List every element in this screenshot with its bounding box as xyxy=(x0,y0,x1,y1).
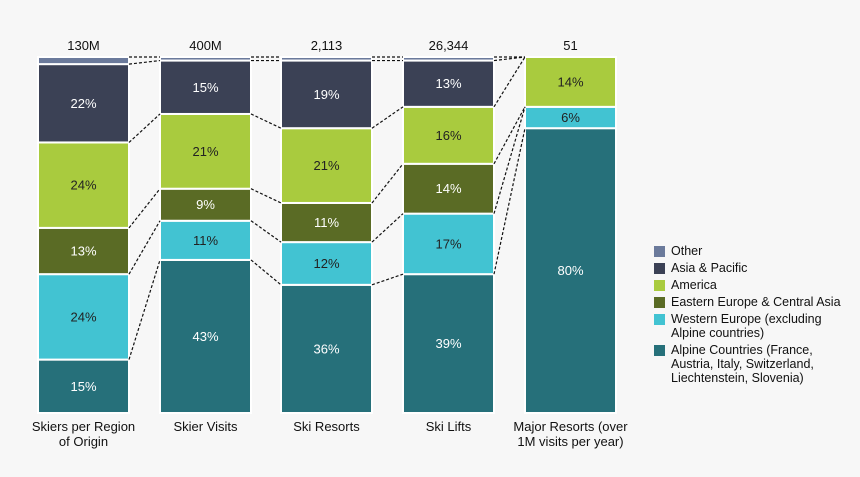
bar-segment xyxy=(402,59,495,108)
bar-segment xyxy=(280,283,373,414)
legend-swatch xyxy=(654,297,665,308)
bar-segment xyxy=(402,212,495,276)
data-label: 43% xyxy=(192,329,218,344)
bar-segment xyxy=(402,105,495,165)
legend-item: Asia & Pacific xyxy=(654,261,846,275)
data-label: 13% xyxy=(70,244,96,259)
connector-line xyxy=(493,128,526,275)
bar-segment xyxy=(402,273,495,414)
bar-segment xyxy=(37,63,130,144)
data-label: 24% xyxy=(70,178,96,193)
bar-segment xyxy=(159,219,252,261)
bar-segment xyxy=(159,258,252,415)
legend-swatch xyxy=(654,246,665,257)
data-label: 11% xyxy=(314,215,339,230)
connector-line xyxy=(128,188,161,229)
connector-line xyxy=(493,56,526,108)
bar-segment xyxy=(37,358,130,415)
bar-segment xyxy=(402,56,495,62)
legend-swatch xyxy=(654,280,665,291)
bar-segment xyxy=(280,241,373,286)
total-label: 400M xyxy=(189,38,222,53)
connector-line xyxy=(128,259,161,360)
total-label: 26,344 xyxy=(429,38,469,53)
bar-segment xyxy=(402,162,495,215)
bar-segment xyxy=(280,56,373,62)
data-label: 6% xyxy=(561,110,580,125)
connector-line xyxy=(250,220,282,243)
category-label: Skier Visits xyxy=(173,419,238,434)
data-label: 11% xyxy=(193,233,218,248)
connector-line xyxy=(128,113,161,143)
connector-line xyxy=(250,113,282,129)
data-label: 36% xyxy=(313,341,339,356)
data-label: 22% xyxy=(70,96,96,111)
connector-line xyxy=(371,163,404,204)
bar-segment xyxy=(37,56,130,66)
legend-item: Alpine Countries (France, Austria, Italy… xyxy=(654,343,846,385)
connector-line xyxy=(493,106,526,214)
legend-swatch xyxy=(654,314,665,325)
legend: Other Asia & Pacific America Eastern Europe… xyxy=(654,244,846,388)
connector-line xyxy=(493,106,526,165)
bar-segment xyxy=(159,187,252,222)
legend-item: Western Europe (excluding Alpine countri… xyxy=(654,312,846,340)
data-label: 15% xyxy=(70,379,96,394)
legend-label: Eastern Europe & Central Asia xyxy=(671,295,841,309)
bar-segment xyxy=(159,59,252,115)
data-label: 13% xyxy=(435,76,461,91)
data-label: 15% xyxy=(192,80,218,95)
connector-line xyxy=(250,188,282,204)
legend-swatch xyxy=(654,345,665,356)
data-label: 19% xyxy=(313,87,339,102)
legend-label: Alpine Countries (France, Austria, Italy… xyxy=(671,343,814,385)
legend-item: Eastern Europe & Central Asia xyxy=(654,295,846,309)
bar-segment xyxy=(524,56,617,108)
data-label: 24% xyxy=(70,309,96,324)
data-label: 39% xyxy=(435,336,461,351)
data-label: 9% xyxy=(196,197,215,212)
data-label: 21% xyxy=(192,144,218,159)
bar-segment xyxy=(280,59,373,130)
connector-line xyxy=(128,220,161,275)
bar-segment xyxy=(37,273,130,361)
data-label: 14% xyxy=(435,181,461,196)
legend-item: America xyxy=(654,278,846,292)
legend-label: Other xyxy=(671,244,703,258)
total-label: 2,113 xyxy=(311,38,343,53)
bar-segment xyxy=(280,201,373,244)
connector-line xyxy=(128,59,161,65)
category-label: Skiers per Region of Origin xyxy=(31,419,136,449)
data-label: 16% xyxy=(435,128,461,143)
connector-line xyxy=(250,259,282,286)
connector-line xyxy=(371,273,404,286)
data-label: 21% xyxy=(313,158,339,173)
category-label: Major Resorts (over 1M visits per year) xyxy=(513,419,628,449)
data-label: 17% xyxy=(435,236,461,251)
category-label: Ski Resorts xyxy=(293,419,360,434)
bar-segment xyxy=(159,112,252,190)
legend-swatch xyxy=(654,263,665,274)
data-label: 12% xyxy=(313,256,339,271)
legend-label: Western Europe (excluding Alpine countri… xyxy=(671,312,822,340)
legend-item: Other xyxy=(654,244,846,258)
total-label: 130M xyxy=(67,38,100,53)
legend-label: America xyxy=(671,278,717,292)
data-label: 14% xyxy=(557,74,583,89)
data-label: 80% xyxy=(557,263,583,278)
total-label: 51 xyxy=(563,38,577,53)
legend-label: Asia & Pacific xyxy=(671,261,748,275)
connector-line xyxy=(371,106,404,129)
bar-segment xyxy=(37,141,130,229)
category-label: Ski Lifts xyxy=(425,419,472,434)
bar-segment xyxy=(159,56,252,62)
bar-segment xyxy=(524,127,617,414)
connector-line xyxy=(371,213,404,243)
